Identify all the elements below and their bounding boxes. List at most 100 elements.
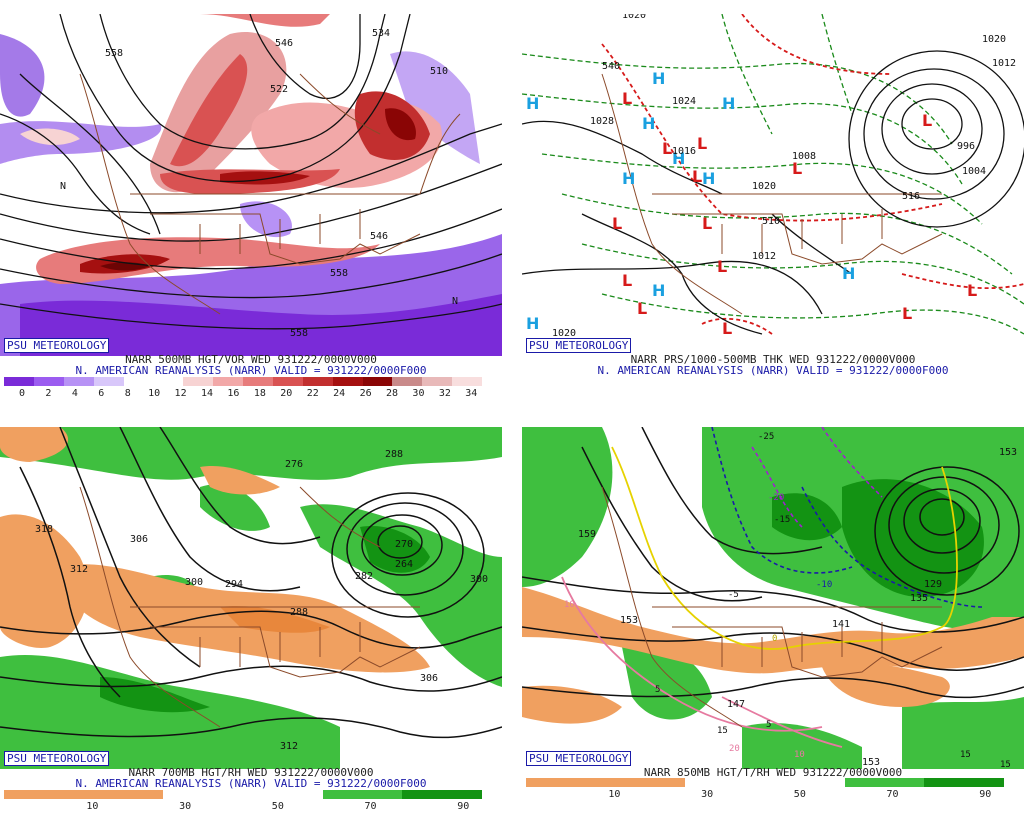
rh-field: 318 312 306 300 294 288 282 276 270 264 …	[0, 427, 502, 769]
colorbar-swatch	[392, 377, 423, 386]
contour-label: 522	[270, 84, 288, 95]
colorbar-swatch	[422, 377, 453, 386]
colorbar-swatch	[4, 790, 84, 799]
panel-title: NARR PRS/1000-500MB THK WED 931222/0000V…	[630, 353, 916, 366]
contour-label: 312	[70, 564, 88, 575]
low-pressure-marker: L	[692, 167, 702, 186]
colorbar-tick-label: 32	[438, 388, 451, 399]
isobar-label: 1020	[622, 14, 646, 21]
isobar-label: 1012	[992, 58, 1016, 69]
temp-label: 5	[655, 685, 660, 695]
low-pressure-marker: L	[702, 214, 712, 233]
contour-label: 534	[372, 28, 390, 39]
psu-logo: PSU METEOROLOGY	[4, 338, 110, 353]
temp-label: -5	[728, 590, 739, 600]
contour-label: 306	[420, 673, 438, 684]
contour-label: 288	[290, 607, 308, 618]
temp-label: -25	[758, 432, 774, 442]
contour-label: 306	[130, 534, 148, 545]
colorbar-tick-label: 70	[886, 789, 899, 800]
panel-subtitle: N. AMERICAN REANALYSIS (NARR) VALID = 93…	[597, 364, 949, 377]
rh-colorbar	[526, 778, 1005, 787]
contour-label: 312	[280, 741, 298, 752]
colorbar-tick-label: 90	[979, 789, 992, 800]
contour-label: 276	[285, 459, 303, 470]
isobar-label: 1004	[962, 166, 986, 177]
panel-pressure-thickness: H H H H H H H H H H L L L L L L L L L	[522, 0, 1024, 406]
contour-label: 300	[470, 574, 488, 585]
colorbar-swatch	[153, 377, 184, 386]
temp-label: 0	[772, 634, 777, 644]
temp-rh-field: 159 153 147 141 135 129 153 153 -25 -20 …	[522, 427, 1024, 769]
contour-label: 558	[290, 328, 308, 339]
temp-label: 10	[794, 750, 805, 760]
colorbar-swatch	[362, 377, 393, 386]
isobar-label: 1020	[752, 181, 776, 192]
contour-label: 264	[395, 559, 413, 570]
colorbar-tick-label: 18	[253, 388, 266, 399]
colorbar-swatch	[526, 778, 606, 787]
isobar-label: 1024	[672, 96, 696, 107]
low-pressure-marker: L	[792, 159, 802, 178]
colorbar-tick-label: 30	[179, 801, 192, 812]
map-pressure-thickness: H H H H H H H H H H L L L L L L L L L	[522, 14, 1024, 356]
colorbar-swatch	[685, 778, 766, 787]
contour-label: 546	[275, 38, 293, 49]
low-pressure-marker: L	[612, 214, 622, 233]
contour-label: 510	[430, 66, 448, 77]
contour-label: 270	[395, 539, 413, 550]
colorbar-tick-label: 10	[608, 789, 621, 800]
thickness-label: 516	[902, 191, 920, 202]
colorbar-tick-label: 2	[45, 388, 52, 399]
psu-logo: PSU METEOROLOGY	[526, 751, 632, 766]
panel-subtitle: N. AMERICAN REANALYSIS (NARR) VALID = 93…	[75, 364, 427, 377]
colorbar-swatch	[63, 377, 94, 386]
colorbar-tick-label: 30	[412, 388, 425, 399]
colorbar-tick-label: 16	[227, 388, 240, 399]
colorbar-swatch	[844, 778, 925, 787]
vorticity-colorbar	[4, 377, 482, 386]
high-pressure-markers: H H H H H H H H H H	[526, 69, 855, 333]
panel-500mb-vorticity: 558 546 534 522 510 546 558 558 N N PSU …	[0, 0, 502, 406]
colorbar-swatch	[402, 790, 483, 799]
height-label: 153	[999, 447, 1017, 458]
colorbar-swatch	[123, 377, 154, 386]
low-pressure-marker: L	[922, 111, 932, 130]
temp-label: 15	[960, 750, 971, 760]
colorbar-tick-label: 8	[124, 388, 131, 399]
colorbar-tick-label: 28	[385, 388, 399, 399]
panel-title: NARR 500MB HGT/VOR WED 931222/0000V000	[125, 353, 377, 366]
colorbar-tick-label: 24	[333, 388, 346, 399]
map-850mb: 159 153 147 141 135 129 153 153 -25 -20 …	[522, 427, 1024, 769]
height-label: 147	[727, 699, 745, 710]
panel-title: NARR 850MB HGT/T/RH WED 931222/0000V000	[643, 766, 903, 779]
colorbar-swatch	[332, 377, 363, 386]
low-pressure-marker: L	[622, 89, 632, 108]
thickness-label: 510	[762, 216, 780, 227]
height-label: 129	[924, 579, 942, 590]
colorbar-tick-label: 50	[793, 789, 806, 800]
colorbar-swatch	[272, 377, 303, 386]
contour-label: 558	[105, 48, 123, 59]
high-pressure-marker: H	[526, 314, 539, 333]
isobar-label: 1012	[752, 251, 776, 262]
colorbar-swatch	[924, 778, 1005, 787]
thickness-label: 540	[602, 61, 620, 72]
colorbar-swatch	[322, 790, 403, 799]
isobar-label: 1020	[552, 328, 576, 339]
low-pressure-marker: L	[637, 299, 647, 318]
low-pressure-marker: L	[717, 257, 727, 276]
high-pressure-marker: H	[722, 94, 735, 113]
rh-colorbar	[4, 790, 483, 799]
map-500mb: 558 546 534 522 510 546 558 558 N N	[0, 14, 502, 356]
colorbar-swatch	[4, 377, 34, 386]
low-pressure-markers: L L L L L L L L L L L L L L	[612, 89, 977, 338]
isobar-label: 1028	[590, 116, 614, 127]
contour-label: 294	[225, 579, 243, 590]
colorbar-tick-label: 90	[457, 801, 470, 812]
colorbar-swatch	[33, 377, 64, 386]
colorbar-swatch	[163, 790, 244, 799]
panel-850mb-temp-rh: 159 153 147 141 135 129 153 153 -25 -20 …	[522, 413, 1024, 819]
temp-label: 15	[1000, 760, 1011, 769]
temp-label: -15	[774, 515, 790, 525]
